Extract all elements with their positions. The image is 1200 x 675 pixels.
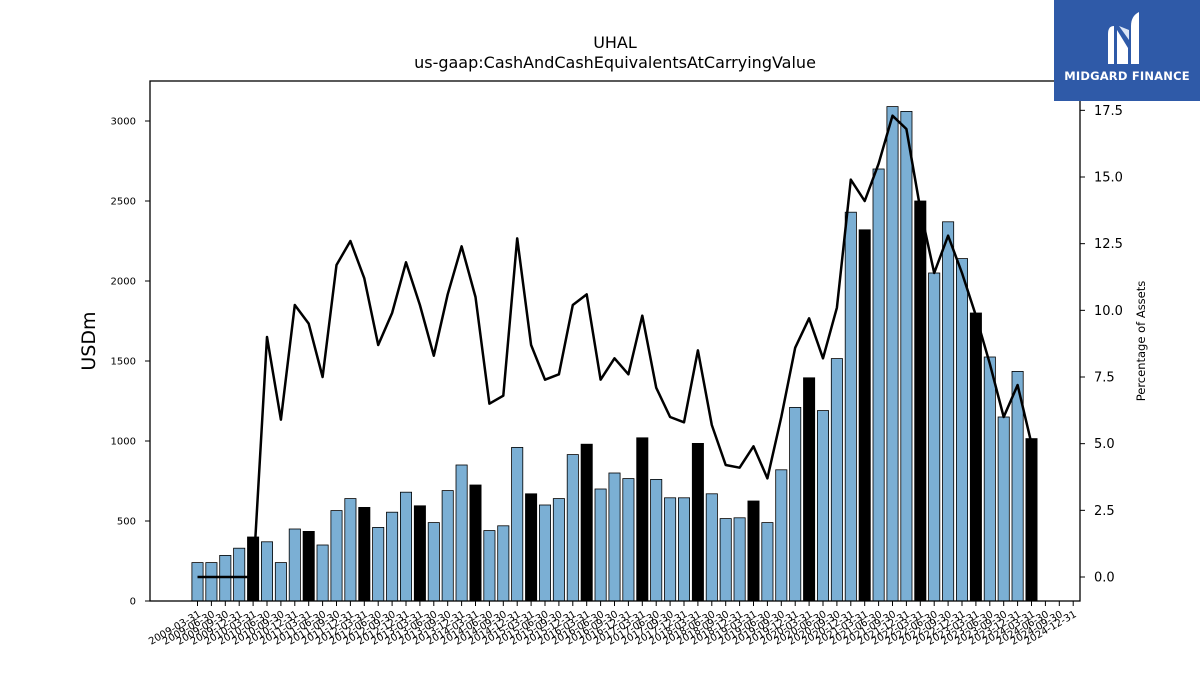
bar (678, 497, 691, 602)
y-tick-label: 2000 (111, 277, 136, 288)
bar (705, 493, 718, 602)
bar (747, 500, 760, 602)
bar (664, 497, 677, 602)
series-line (197, 114, 1033, 579)
bar (622, 478, 635, 602)
bar (775, 469, 788, 602)
y-axis: 0 500 1000 1500 2000 2500 3000 (111, 117, 150, 608)
bar (191, 562, 204, 602)
bar (858, 229, 871, 602)
bar (399, 491, 412, 602)
x-axis: 2009-03-312009-06-302009-09-302009-12-31… (147, 601, 1079, 648)
brand-logo: MIDGARD FINANCE (1054, 0, 1200, 101)
line-series (197, 114, 1033, 579)
y-tick-label: 500 (117, 517, 136, 528)
bar (761, 522, 774, 602)
chart-subtitle: us-gaap:CashAndCashEquivalentsAtCarrying… (414, 53, 816, 72)
bar (427, 522, 440, 602)
bar (608, 472, 621, 602)
bar (330, 510, 343, 602)
bar (413, 505, 426, 602)
bar (636, 437, 649, 602)
bar (441, 490, 454, 602)
y-tick-label: 3000 (111, 117, 136, 128)
bar (205, 562, 218, 602)
bar (580, 443, 593, 602)
bar (844, 211, 857, 602)
bar (983, 356, 996, 602)
bar (511, 446, 524, 602)
y2-axis-label: Percentage of Assets (1134, 281, 1148, 402)
bar (803, 377, 816, 602)
bar (552, 498, 565, 602)
midgard-logo-icon (1108, 12, 1139, 64)
bar (539, 504, 552, 602)
bar (372, 527, 385, 602)
bar (358, 506, 371, 602)
logo-text: MIDGARD FINANCE (1064, 69, 1190, 83)
bar (274, 562, 287, 602)
bar (830, 358, 843, 602)
bar (650, 478, 663, 602)
y-tick-label: 1000 (111, 437, 136, 448)
y2-tick-label: 15.0 (1094, 171, 1123, 186)
bar (872, 168, 885, 602)
bar (886, 106, 899, 602)
bar (1025, 438, 1038, 602)
y2-tick-label: 0.0 (1094, 571, 1115, 586)
y2-tick-label: 17.5 (1094, 104, 1123, 119)
bar (956, 258, 969, 602)
bar (733, 517, 746, 602)
bar (817, 410, 830, 602)
bar (302, 531, 315, 602)
bar (942, 221, 955, 602)
bar (969, 312, 982, 602)
y-axis-label: USDm (78, 311, 100, 370)
y2-axis: 0.0 2.5 5.0 7.5 10.0 12.5 15.0 17.5 (1080, 104, 1123, 586)
bar (483, 530, 496, 602)
y2-tick-label: 2.5 (1094, 504, 1115, 519)
bar (789, 406, 802, 602)
bar (525, 493, 538, 602)
bar (233, 547, 246, 602)
chart-title: UHAL (593, 33, 637, 52)
bar-series (191, 106, 1038, 602)
y2-tick-label: 12.5 (1094, 237, 1123, 252)
bar (386, 511, 399, 602)
bar (344, 498, 357, 602)
y-tick-label: 2500 (111, 197, 136, 208)
y2-tick-label: 7.5 (1094, 371, 1115, 386)
bar (566, 454, 579, 602)
plot-frame (149, 80, 1081, 602)
bar (900, 111, 913, 602)
bar (691, 442, 704, 602)
bar (469, 484, 482, 602)
bar (455, 464, 468, 602)
bar (497, 525, 510, 602)
y-tick-label: 0 (130, 597, 136, 608)
bar (260, 541, 273, 602)
y2-tick-label: 10.0 (1094, 304, 1123, 319)
y2-tick-label: 5.0 (1094, 437, 1115, 452)
bar (914, 200, 927, 602)
bar (288, 528, 301, 602)
bar (719, 518, 732, 602)
bar (594, 488, 607, 602)
y-tick-label: 1500 (111, 357, 136, 368)
bar (997, 416, 1010, 602)
bar (928, 272, 941, 602)
bar (316, 544, 329, 602)
